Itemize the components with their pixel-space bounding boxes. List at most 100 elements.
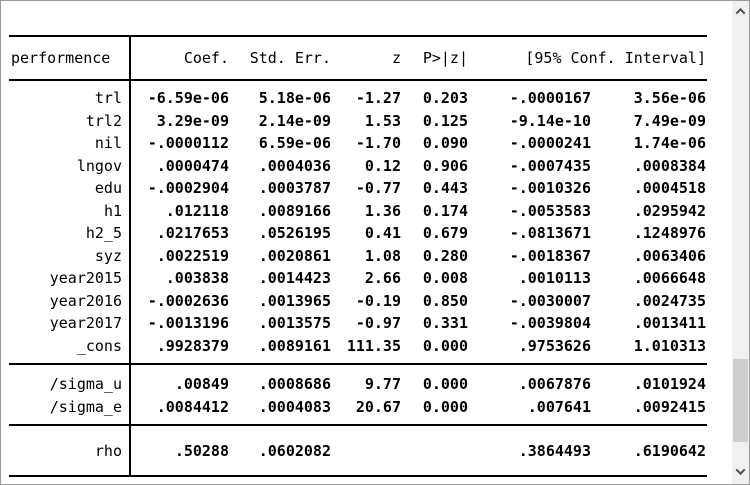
table-row: _cons .9928379 .0089161 111.35 0.000 .97… — [1, 335, 732, 358]
cell-se: .0013965 — [258, 291, 331, 310]
cell-ci-high: .0092415 — [633, 397, 706, 416]
header-coef: Coef. — [183, 49, 229, 67]
table-row: year2017 -.0013196 .0013575 -0.97 0.331 … — [1, 312, 732, 335]
var-label: rho — [94, 442, 122, 460]
cell-p: 0.331 — [422, 314, 468, 332]
cell-ci-low: -.0000241 — [509, 134, 591, 152]
cell-se: .0004083 — [258, 397, 331, 416]
var-label: trl — [94, 89, 122, 107]
header-z: z — [391, 49, 401, 67]
scroll-down-button[interactable] — [732, 463, 749, 480]
table-row: lngov .0000474 .0004036 0.12 0.906 -.000… — [1, 155, 732, 178]
cell-z: 1.08 — [364, 246, 401, 265]
cell-p: 0.174 — [422, 201, 468, 220]
cell-ci-high: .0024735 — [633, 291, 706, 310]
cell-ci-high: .0013411 — [633, 314, 706, 332]
cell-coef: .003838 — [165, 269, 229, 287]
cell-z: -1.27 — [355, 89, 401, 107]
cell-z — [331, 440, 401, 463]
cell-ci-low: -.0039804 — [509, 314, 591, 332]
cell-p: 0.906 — [422, 156, 468, 175]
cell-coef: .00849 — [174, 375, 229, 393]
cell-p — [401, 440, 468, 463]
cell-z: -0.97 — [355, 314, 401, 332]
cell-z: 111.35 — [346, 336, 401, 355]
sigma-section-rule — [9, 363, 707, 365]
cell-ci-high: .0295942 — [633, 201, 706, 220]
cell-ci-high: 1.010313 — [633, 336, 706, 355]
cell-se: .0004036 — [258, 156, 331, 175]
header-conf-interval: [95% Conf. Interval] — [525, 49, 706, 67]
header-p: P>|z| — [422, 49, 468, 67]
cell-ci-low: -.0007435 — [509, 156, 591, 175]
cell-ci-high: .0008384 — [633, 156, 706, 175]
table-row: /sigma_u .00849 .0008686 9.77 0.000 .006… — [1, 373, 732, 396]
table-row: rho .50288 .0602082 .3864493 .6190642 — [1, 440, 732, 463]
var-label: /sigma_e — [49, 397, 122, 416]
cell-se: 5.18e-06 — [258, 89, 331, 107]
cell-ci-low: -.0018367 — [509, 246, 591, 265]
cell-ci-high: 7.49e-09 — [633, 111, 706, 130]
cell-ci-low: -.0010326 — [509, 179, 591, 197]
chevron-up-icon — [735, 7, 746, 18]
cell-se: .0013575 — [258, 314, 331, 332]
cell-ci-high: 1.74e-06 — [633, 134, 706, 152]
table-row: trl2 3.29e-09 2.14e-09 1.53 0.125 -9.14e… — [1, 110, 732, 133]
cell-ci-high: .0063406 — [633, 246, 706, 265]
cell-ci-low: .0067876 — [518, 375, 591, 393]
rho-section-rule — [9, 424, 707, 426]
cell-p: 0.850 — [422, 291, 468, 310]
cell-coef: .50288 — [174, 442, 229, 460]
table-row: nil -.0000112 6.59e-06 -1.70 0.090 -.000… — [1, 132, 732, 155]
table-top-rule — [9, 35, 707, 37]
cell-coef: .0000474 — [156, 156, 229, 175]
cell-z: 1.36 — [364, 201, 401, 220]
table-header-row: performence Coef. Std. Err. z P>|z| [95%… — [1, 37, 732, 79]
cell-ci-high: .0066648 — [633, 269, 706, 287]
cell-p: 0.280 — [422, 246, 468, 265]
cell-ci-low: .0010113 — [518, 269, 591, 287]
coefficients-section: trl -6.59e-06 5.18e-06 -1.27 0.203 -.000… — [1, 81, 732, 363]
cell-ci-high: .0101924 — [633, 375, 706, 393]
cell-ci-high: .1248976 — [633, 224, 706, 242]
cell-z: 2.66 — [364, 269, 401, 287]
cell-ci-low: -9.14e-10 — [509, 111, 591, 130]
cell-coef: .9928379 — [156, 336, 229, 355]
table-row: h1 .012118 .0089166 1.36 0.174 -.0053583… — [1, 200, 732, 223]
table-bottom-rule — [9, 474, 707, 477]
header-rule — [9, 79, 707, 81]
scroll-up-button[interactable] — [732, 3, 749, 20]
cell-coef: 3.29e-09 — [156, 111, 229, 130]
cell-se: .0089161 — [258, 336, 331, 355]
cell-ci-low: -.0053583 — [509, 201, 591, 220]
cell-p: 0.000 — [422, 336, 468, 355]
cell-z: -0.19 — [355, 291, 401, 310]
cell-se: .0526195 — [258, 224, 331, 242]
var-label: trl2 — [85, 111, 122, 130]
table-row: trl -6.59e-06 5.18e-06 -1.27 0.203 -.000… — [1, 87, 732, 110]
table-row: year2015 .003838 .0014423 2.66 0.008 .00… — [1, 267, 732, 290]
cell-ci-low: -.0813671 — [509, 224, 591, 242]
cell-z: 0.41 — [364, 224, 401, 242]
cell-p: 0.443 — [422, 179, 468, 197]
cell-ci-high: .6190642 — [633, 442, 706, 460]
var-label: year2017 — [49, 314, 122, 332]
scrollbar-thumb[interactable] — [733, 359, 748, 442]
cell-coef: .0084412 — [156, 397, 229, 416]
cell-z: 1.53 — [364, 111, 401, 130]
var-label: syz — [94, 246, 122, 265]
cell-p: 0.000 — [422, 397, 468, 416]
cell-p: 0.000 — [422, 375, 468, 393]
table-row: edu -.0002904 .0003787 -0.77 0.443 -.001… — [1, 177, 732, 200]
var-label: edu — [94, 179, 122, 197]
cell-coef: -.0002904 — [147, 179, 229, 197]
cell-se: 2.14e-09 — [258, 111, 331, 130]
var-label: h1 — [103, 201, 122, 220]
cell-se: 6.59e-06 — [258, 134, 331, 152]
cell-se: .0020861 — [258, 246, 331, 265]
table-row: /sigma_e .0084412 .0004083 20.67 0.000 .… — [1, 396, 732, 419]
cell-se: .0014423 — [258, 269, 331, 287]
vertical-scrollbar[interactable] — [732, 1, 749, 484]
cell-se: .0003787 — [258, 179, 331, 197]
